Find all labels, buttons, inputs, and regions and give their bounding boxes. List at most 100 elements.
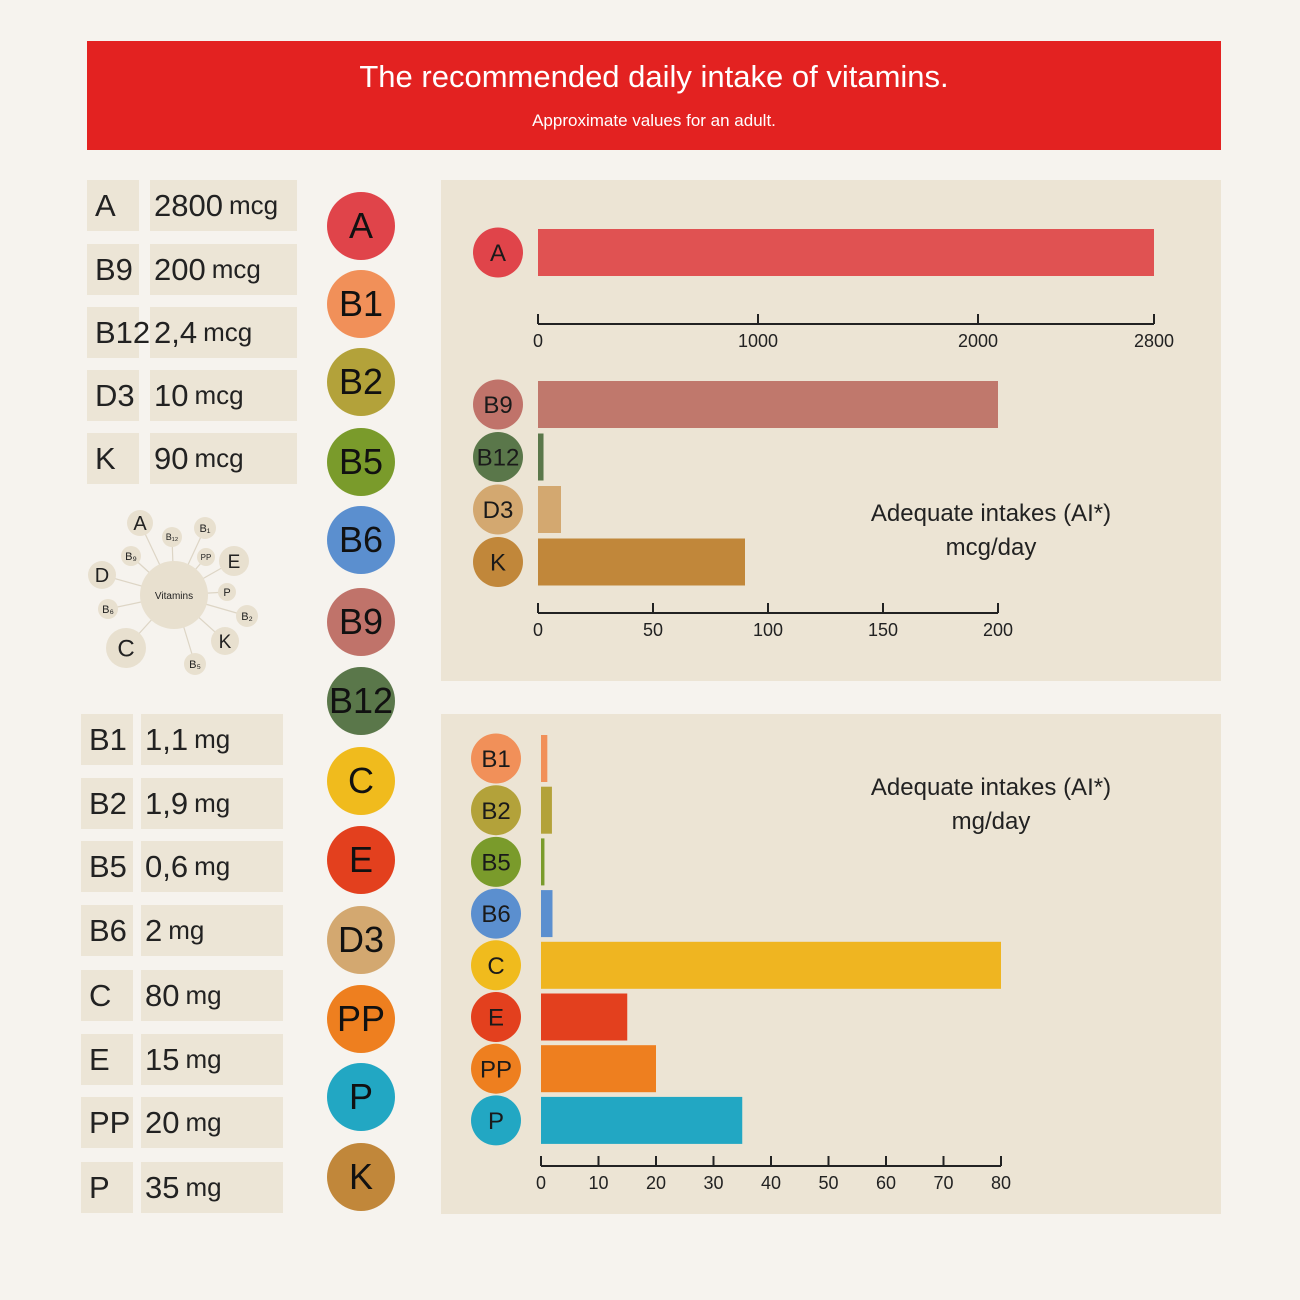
dose-value: 1,9 [145,785,189,821]
vitamin-dose: 1,1 mg [141,714,283,765]
chart-mg-tick-label: 0 [536,1173,546,1193]
vitamin-circle-b1: B1 [327,270,395,338]
chart-mg-bar [541,941,1001,989]
mg-row: C 80 mg [81,970,283,1021]
chart-mcg-bar [538,538,745,586]
vitamin-name: B2 [81,778,133,829]
chart-mcg-bar [538,433,544,481]
diagram-node [127,510,153,536]
diagram-node-label: B₂ [241,611,253,623]
chart-a-tick-label: 0 [533,331,543,351]
chart-mg-tick-label: 30 [703,1173,723,1193]
vitamin-dose: 15 mg [141,1034,283,1085]
chart-mg-badge-label: P [488,1108,504,1135]
page-subtitle: Approximate values for an adult. [532,111,776,130]
chart-mg-unit-label: mg/day [952,808,1031,835]
diagram-node-label: E [228,552,241,573]
vitamin-dose: 90 mcg [150,433,297,484]
vitamin-circle-k: K [327,1143,395,1211]
chart-mg-badge [471,888,521,939]
diagram-node-label: K [219,632,232,653]
chart-mcg-tick-label: 100 [753,620,783,640]
diagram-node-label: PP [201,553,212,562]
dose-unit: mg [185,1044,222,1074]
vitamin-name: K [87,433,139,484]
vitamin-dose: 0,6 mg [141,841,283,892]
diagram-node-label: B₆ [102,604,114,616]
vitamin-circle-p: P [327,1063,395,1131]
mg-row: P 35 mg [81,1162,283,1213]
dose-value: 1,1 [145,721,189,757]
chart-mcg-badge [473,379,523,430]
chart-mcg-badge-label: K [490,550,506,577]
title-banner: The recommended daily intake of vitamins… [87,41,1221,150]
dose-unit: mcg [211,254,261,284]
chart-mcg-tick-label: 50 [643,620,663,640]
dose-unit: mg [185,1107,222,1137]
vitamin-dose: 200 mcg [150,244,297,295]
mg-row: B6 2 mg [81,905,283,956]
vitamin-circle-b6: B6 [327,506,395,574]
chart-mg-bar [541,735,548,782]
vitamin-circle-b2: B2 [327,348,395,416]
dose-value: 80 [145,977,180,1013]
dose-value: 35 [145,1169,180,1205]
chart-a-tick-label: 2800 [1134,331,1174,351]
chart-mg-badge [471,1043,521,1094]
chart-mg-tick-label: 70 [933,1173,953,1193]
dose-unit: mg [194,851,231,881]
vitamin-circle-d3: D3 [327,906,395,974]
vitamin-dose: 20 mg [141,1097,283,1148]
diagram-node-label: A [133,513,147,535]
vitamin-name: D3 [87,370,139,421]
chart-mg-tick-label: 20 [646,1173,666,1193]
chart-mg-badge-label: B5 [481,850,510,877]
chart-mcg-badge-label: B12 [477,445,520,472]
diagram-center-label: Vitamins [155,591,193,602]
chart-mcg-badge [473,432,523,482]
vitamin-dose: 2 mg [141,905,283,956]
dose-unit: mg [168,915,205,945]
diagram-node-label: B₅ [189,659,201,671]
diagram-node-label: D [95,565,109,587]
chart-mg-badge-label: E [488,1005,504,1032]
chart-mg-badge [471,785,521,836]
vitamin-circle-b5: B5 [327,428,395,496]
dose-unit: mg [185,1172,222,1202]
dose-unit: mcg [203,317,253,347]
chart-mg-tick-label: 50 [818,1173,838,1193]
chart-mcg-tick-label: 150 [868,620,898,640]
chart-panel-mg: B1 B2 B5 B6 C E PP P 0 10 20 30 40 50 60 70 80 Adequate i… [441,714,1221,1214]
chart-mg-badge-label: B1 [481,746,510,773]
diagram-node [88,561,116,589]
vitamins-diagram: Vitamins A B₁₂ B₁ B₉ PP E D P B₆ B₂ C K B₅ [88,510,258,675]
dose-value: 15 [145,1041,180,1077]
dose-value: 0,6 [145,848,189,884]
chart-mg-bar [541,993,628,1041]
mcg-row: B9 200 mcg [87,244,297,295]
dose-unit: mg [194,724,231,754]
mcg-row: B12 2,4 mcg [87,307,297,358]
chart-mg-badge-label: B6 [481,901,510,928]
diagram-node [211,627,239,655]
dose-value: 20 [145,1104,180,1140]
chart-mcg-unit-label: mcg/day [946,534,1037,561]
vitamin-name: A [87,180,139,231]
vitamin-dose: 2,4 mcg [150,307,297,358]
diagram-node [194,517,216,539]
diagram-node [184,653,206,675]
chart-mcg-badge [473,484,523,535]
diagram-node-label: B₁ [199,523,210,535]
diagram-node-label: B₉ [125,551,137,563]
dose-value: 10 [154,377,189,413]
vitamin-dose: 1,9 mg [141,778,283,829]
diagram-center-circle [140,561,208,629]
diagram-node [236,605,258,627]
mcg-row: A 2800 mcg [87,180,297,231]
diagram-node [162,527,182,547]
vitamin-name: B12 [87,307,150,358]
mg-row: B2 1,9 mg [81,778,283,829]
vitamin-circle-pp: PP [327,985,395,1053]
chart-a-badge-label: A [490,240,506,267]
dose-unit: mcg [194,443,244,473]
